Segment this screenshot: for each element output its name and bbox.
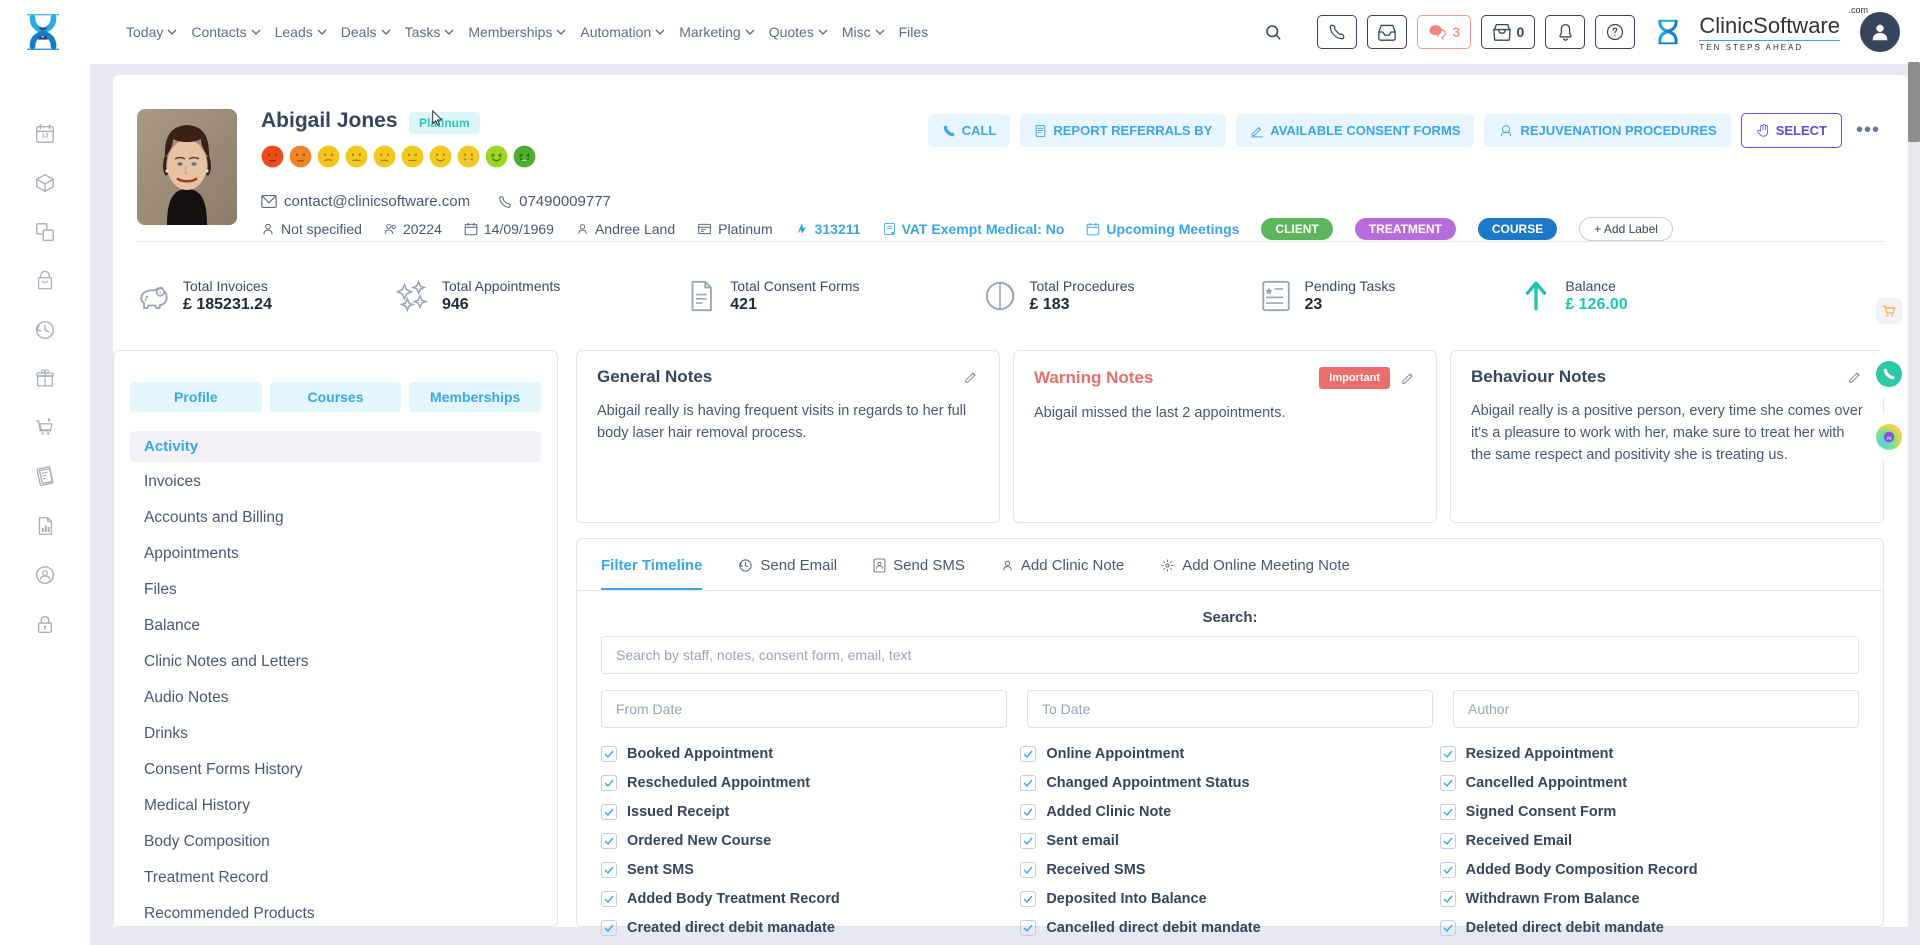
svg-text:AI: AI: [1887, 435, 1893, 441]
svg-text:12: 12: [41, 133, 49, 140]
